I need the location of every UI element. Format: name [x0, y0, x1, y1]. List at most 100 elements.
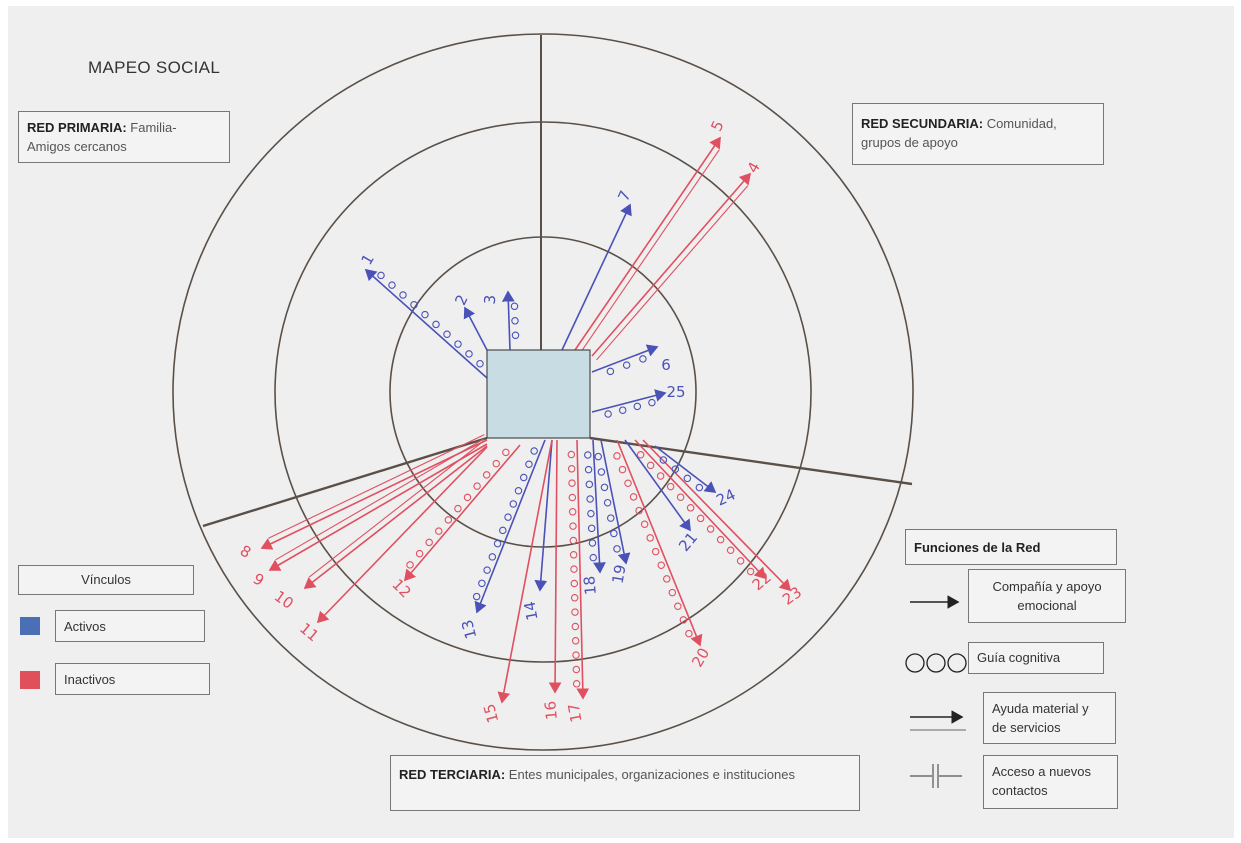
link-17-guide-circle	[571, 622, 580, 631]
link-6-guide-circle	[606, 367, 615, 376]
link-14-label: 14	[521, 600, 542, 622]
link-8-line	[260, 439, 488, 550]
link-20-guide-circle	[624, 479, 632, 488]
link-6-label: 6	[661, 356, 671, 374]
link-7-label: 7	[614, 188, 634, 204]
link-14-line	[534, 439, 553, 592]
link-18-guide-circle	[584, 451, 592, 459]
primary-network-text2: Amigos cercanos	[27, 139, 127, 154]
link-18-guide-circle	[587, 524, 596, 533]
link-18-guide-circle	[585, 480, 594, 489]
link-6: 6	[591, 344, 671, 376]
link-20-guide-circle	[674, 602, 682, 611]
link-18-label: 18	[580, 575, 600, 596]
link-1-guide-circle	[465, 350, 473, 358]
link-17-guide-circle	[567, 465, 576, 473]
link-18-guide-circle	[587, 509, 595, 518]
link-22-guide-circle	[686, 504, 695, 512]
link-13-guide-circle	[530, 447, 538, 455]
function-cognitive-guide-label: Guía cognitiva	[968, 642, 1104, 674]
link-22-guide-circle	[676, 493, 685, 501]
link-25-guide-circle	[633, 402, 642, 411]
link-21-line	[624, 439, 691, 532]
function-new-contacts-line2: contactos	[992, 783, 1048, 798]
function-emotional-support-label: Compañía y apoyo emocional	[968, 569, 1126, 623]
link-12-label: 12	[388, 575, 414, 601]
link-22-label: 22	[749, 568, 775, 594]
link-11-label: 11	[296, 619, 322, 645]
link-25-label: 25	[666, 383, 685, 401]
link-10-line	[303, 445, 488, 589]
link-17-line	[576, 439, 590, 700]
link-1-guide-circle	[454, 340, 462, 348]
link-17-guide-circle	[572, 651, 580, 659]
function-emotional-support-line2: emocional	[1017, 598, 1077, 613]
link-12-guide-circle	[415, 549, 424, 558]
inactive-swatch	[20, 671, 40, 689]
link-22-guide-circle	[656, 472, 665, 480]
link-15: 15	[480, 439, 553, 725]
link-20-guide-circle	[679, 616, 688, 624]
link-13-guide-circle	[493, 539, 502, 548]
link-25-guide-circle	[648, 398, 656, 407]
function-material-aid-label: Ayuda material y de servicios	[983, 692, 1116, 744]
link-17-guide-circle	[567, 450, 576, 459]
link-13-guide-circle	[478, 579, 486, 588]
link-4-label: 4	[743, 159, 763, 176]
link-3-label: 3	[481, 294, 500, 305]
primary-network-heading: RED PRIMARIA:	[27, 120, 127, 135]
link-13-guide-circle	[483, 566, 491, 574]
link-8-label: 8	[237, 541, 254, 561]
link-12-line	[403, 444, 521, 582]
link-9: 9	[250, 438, 488, 590]
sector-divider-right	[589, 436, 913, 486]
link-25: 25	[591, 383, 686, 418]
active-swatch	[20, 617, 40, 635]
double-arrow-icon	[910, 710, 966, 731]
link-24-guide-circle	[659, 456, 668, 464]
link-11-line	[316, 446, 488, 624]
link-2-label: 2	[451, 292, 471, 308]
link-12-guide-circle	[492, 459, 501, 468]
link-13-guide-circle	[519, 473, 528, 482]
link-17-guide-circle	[572, 680, 581, 688]
network-ring-3	[172, 33, 914, 751]
link-18-guide-circle	[586, 495, 594, 503]
link-22-guide-circle	[716, 535, 725, 544]
link-16-line	[548, 439, 562, 694]
link-12-guide-circle	[502, 448, 510, 457]
link-18-guide-circle	[584, 465, 593, 474]
vinculos-legend-heading: Vínculos	[18, 565, 194, 595]
link-6-guide-circle	[622, 361, 631, 369]
primary-network-box: RED PRIMARIA: Familia- Amigos cercanos	[18, 111, 230, 163]
link-17-guide-circle	[571, 637, 580, 645]
link-17-guide-circle	[572, 665, 581, 674]
link-22-guide-circle	[636, 450, 645, 459]
link-19-guide-circle	[600, 483, 609, 492]
link-17-guide-circle	[569, 551, 578, 559]
functions-legend-heading: Funciones de la Red	[905, 529, 1117, 565]
link-1-guide-circle	[377, 271, 385, 280]
primary-network-text: Familia-	[130, 120, 177, 135]
link-1-guide-circle	[443, 330, 451, 339]
link-7-line	[561, 203, 632, 351]
link-19-guide-circle	[594, 452, 602, 461]
link-20-guide-circle	[663, 575, 671, 583]
link-17-guide-circle	[568, 493, 577, 502]
link-1-guide-circle	[388, 281, 396, 289]
secondary-network-text2: grupos de apoyo	[861, 135, 958, 150]
link-12-guide-circle	[454, 504, 462, 513]
link-24-guide-circle	[695, 483, 704, 492]
link-19-line	[600, 439, 631, 565]
link-6-guide-circle	[639, 355, 647, 363]
link-13-guide-circle	[525, 460, 533, 469]
link-22-guide-circle	[646, 461, 655, 470]
link-1-guide-circle	[410, 301, 418, 309]
active-legend-label: Activos	[55, 610, 205, 642]
network-rings	[172, 33, 914, 751]
link-18-guide-circle	[588, 539, 597, 547]
link-9-second-line	[275, 438, 485, 561]
link-20-guide-circle	[685, 629, 693, 638]
functions-legend-heading-text: Funciones de la Red	[914, 540, 1041, 555]
link-17-guide-circle	[570, 594, 579, 602]
